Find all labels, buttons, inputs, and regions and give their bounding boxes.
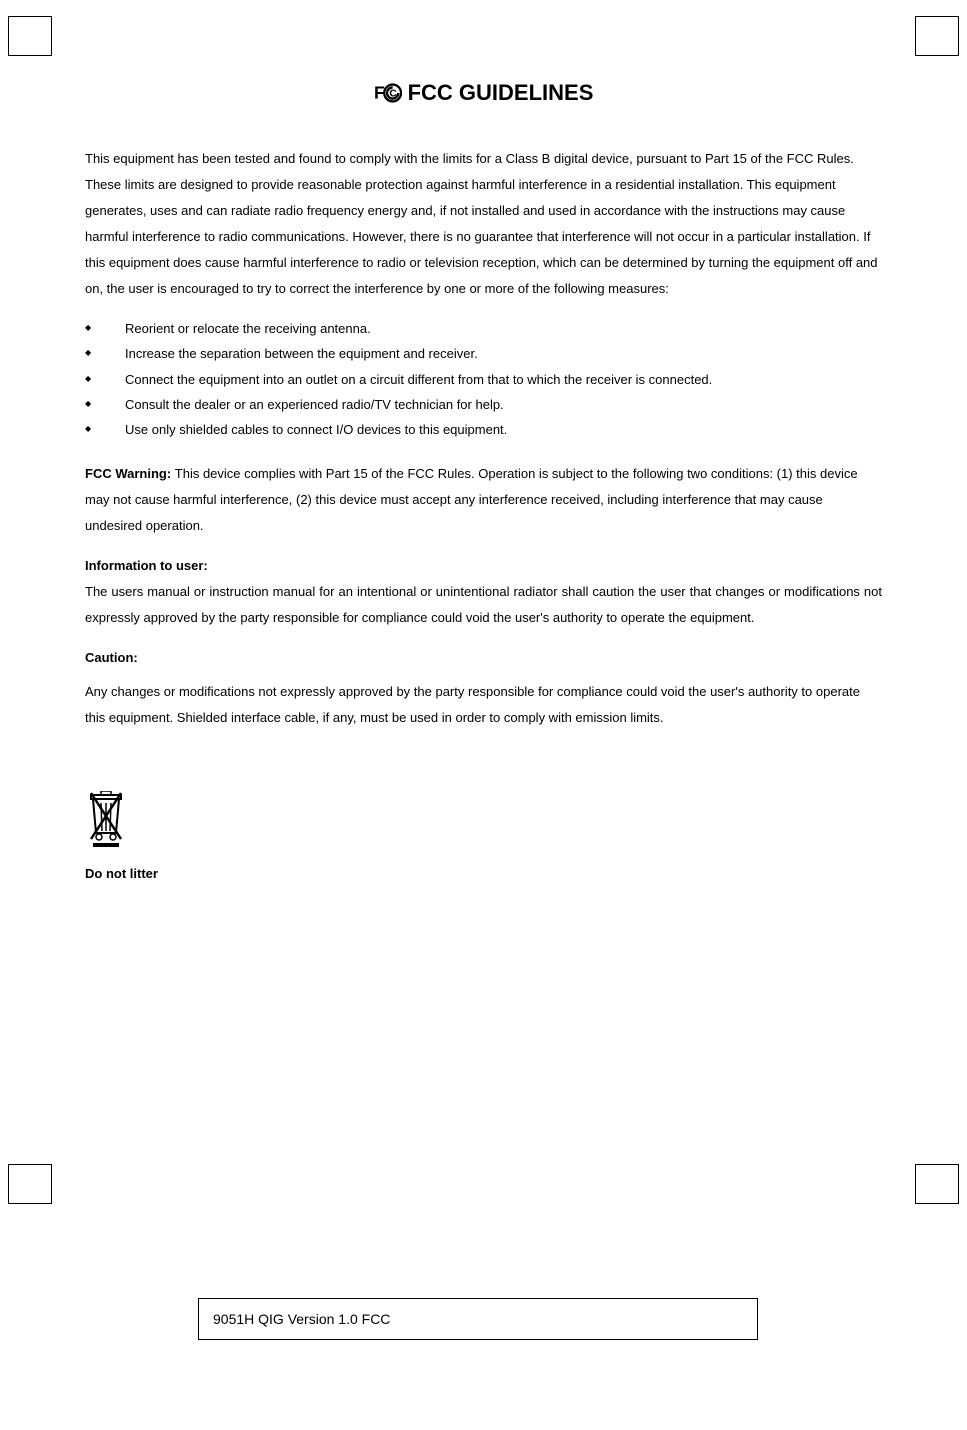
fcc-logo-icon: F C (374, 81, 402, 105)
crop-mark-bottom-left (8, 1164, 52, 1204)
footer-version-box: 9051H QIG Version 1.0 FCC (198, 1298, 758, 1340)
crop-mark-bottom-right (915, 1164, 959, 1204)
intro-paragraph: This equipment has been tested and found… (85, 146, 882, 302)
list-item: Consult the dealer or an experienced rad… (85, 392, 882, 417)
crop-mark-top-right (915, 16, 959, 56)
measures-list: Reorient or relocate the receiving anten… (85, 316, 882, 443)
fcc-warning-paragraph: FCC Warning: This device complies with P… (85, 461, 882, 539)
caution-label: Caution: (85, 645, 882, 671)
page-title: FCC GUIDELINES (408, 80, 594, 106)
crop-mark-top-left (8, 16, 52, 56)
list-item: Increase the separation between the equi… (85, 341, 882, 366)
list-item: Use only shielded cables to connect I/O … (85, 417, 882, 442)
list-item: Connect the equipment into an outlet on … (85, 367, 882, 392)
svg-text:C: C (389, 89, 397, 100)
info-to-user-text: The users manual or instruction manual f… (85, 579, 882, 631)
weee-bin-icon (85, 791, 127, 847)
caution-text: Any changes or modifications not express… (85, 679, 882, 731)
document-page: F C FCC GUIDELINES This equipment has be… (0, 0, 967, 881)
fcc-warning-text: This device complies with Part 15 of the… (85, 466, 858, 533)
info-to-user-label: Information to user: (85, 553, 882, 579)
do-not-litter-section: Do not litter (85, 791, 882, 881)
do-not-litter-label: Do not litter (85, 866, 882, 881)
list-item: Reorient or relocate the receiving anten… (85, 316, 882, 341)
fcc-warning-label: FCC Warning: (85, 466, 175, 481)
title-row: F C FCC GUIDELINES (85, 80, 882, 106)
